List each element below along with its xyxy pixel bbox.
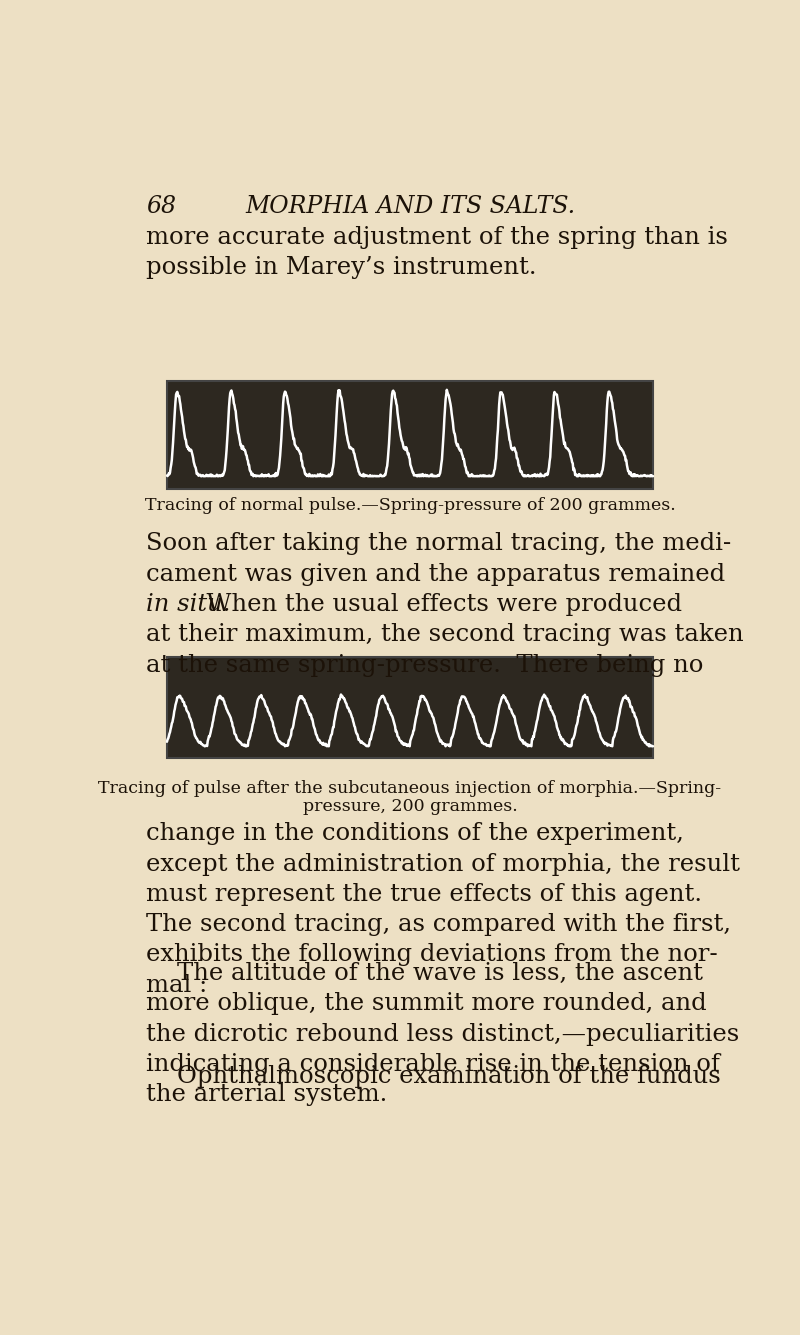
Text: in situ.: in situ.	[146, 593, 231, 615]
Text: 68: 68	[146, 195, 177, 218]
Text: exhibits the following deviations from the nor-: exhibits the following deviations from t…	[146, 944, 718, 967]
Text: the dicrotic rebound less distinct,—peculiarities: the dicrotic rebound less distinct,—pecu…	[146, 1023, 740, 1045]
Text: Tracing of pulse after the subcutaneous injection of morphia.—Spring-: Tracing of pulse after the subcutaneous …	[98, 780, 722, 797]
Text: When the usual effects were produced: When the usual effects were produced	[191, 593, 682, 615]
Text: The altitude of the wave is less, the ascent: The altitude of the wave is less, the as…	[146, 963, 703, 985]
Bar	[167, 657, 653, 758]
Text: at the same spring-pressure.  There being no: at the same spring-pressure. There being…	[146, 654, 704, 677]
Text: MORPHIA AND ITS SALTS.: MORPHIA AND ITS SALTS.	[245, 195, 575, 218]
Text: The second tracing, as compared with the first,: The second tracing, as compared with the…	[146, 913, 731, 936]
Text: the arterial system.: the arterial system.	[146, 1083, 388, 1107]
Text: pressure, 200 grammes.: pressure, 200 grammes.	[302, 797, 518, 814]
Text: except the administration of morphia, the result: except the administration of morphia, th…	[146, 853, 741, 876]
Text: cament was given and the apparatus remained: cament was given and the apparatus remai…	[146, 562, 726, 586]
Text: possible in Marey’s instrument.: possible in Marey’s instrument.	[146, 256, 537, 279]
Text: Soon after taking the normal tracing, the medi-: Soon after taking the normal tracing, th…	[146, 533, 732, 555]
Text: must represent the true effects of this agent.: must represent the true effects of this …	[146, 882, 702, 906]
Text: indicating a considerable rise in the tension of: indicating a considerable rise in the te…	[146, 1053, 720, 1076]
Text: Ophthalmoscopic examination of the fundus: Ophthalmoscopic examination of the fundu…	[146, 1065, 722, 1088]
Text: change in the conditions of the experiment,: change in the conditions of the experime…	[146, 822, 684, 845]
Text: more accurate adjustment of the spring than is: more accurate adjustment of the spring t…	[146, 226, 728, 250]
Text: more oblique, the summit more rounded, and: more oblique, the summit more rounded, a…	[146, 992, 707, 1016]
Bar	[167, 382, 653, 489]
Text: Tracing of normal pulse.—Spring-pressure of 200 grammes.: Tracing of normal pulse.—Spring-pressure…	[145, 498, 675, 514]
Text: mal :: mal :	[146, 973, 208, 997]
Text: at their maximum, the second tracing was taken: at their maximum, the second tracing was…	[146, 623, 744, 646]
